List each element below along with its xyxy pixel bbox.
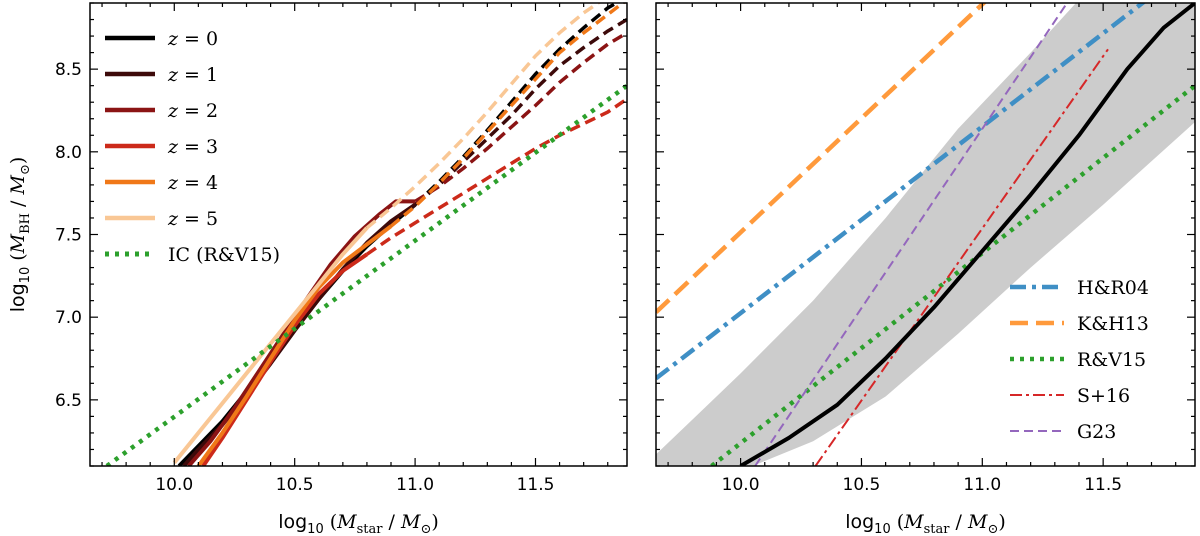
series-line-2: [187, 199, 416, 466]
x-tick-label: 11.0: [396, 475, 434, 495]
legend-label: R&V15: [1077, 349, 1146, 371]
series-line-4-dashed: [389, 3, 626, 228]
panel-right: 10.0 10.5 11.0 11.5 log10 (Mstar / M⊙) H&R04 K…: [655, 2, 1196, 536]
plot-area: [105, 3, 627, 466]
series-line-0: [656, 3, 1147, 381]
legend-label: z = 4: [167, 172, 218, 194]
y-tick-label: 8.0: [55, 143, 82, 163]
legend-label: z = 5: [167, 208, 218, 230]
x-tick-label: 10.0: [155, 475, 193, 495]
x-axis-label: log10 (Mstar / M⊙): [845, 511, 1006, 536]
x-tick-label: 11.5: [1084, 475, 1122, 495]
series-line-1-dashed: [413, 18, 627, 207]
plot-area: [656, 3, 1195, 466]
legend-label: z = 0: [167, 28, 218, 50]
series-line-5: [172, 226, 369, 464]
x-tick-label: 10.0: [722, 475, 760, 495]
legend-label: IC (R&V15): [168, 244, 280, 266]
x-tick-label: 11.5: [517, 475, 555, 495]
series-line-4: [196, 224, 393, 466]
x-axis-label: log10 (Mstar / M⊙): [278, 511, 439, 536]
series-line-2-dashed: [414, 31, 627, 203]
series-line-3-dashed: [365, 97, 627, 256]
legend-label: S+16: [1077, 385, 1130, 407]
series-line-5: [739, 3, 1195, 466]
series-line-3: [814, 48, 1109, 466]
legend-label: H&R04: [1077, 277, 1149, 299]
y-tick-label: 6.5: [55, 391, 82, 411]
panel-left: 10.0 10.5 11.0 11.5 6.5 7.0 7.5 8.0 8.5 log10 (Ms…: [7, 2, 628, 536]
y-axis-label: log10 (MBH / M⊙): [7, 157, 33, 313]
legend-label: K&H13: [1077, 313, 1149, 335]
series-line-2: [710, 83, 1195, 466]
series-line-3: [201, 252, 369, 466]
y-tick-label: 7.5: [55, 226, 82, 246]
x-tick-label: 11.0: [963, 475, 1001, 495]
x-tick-label: 10.5: [843, 475, 881, 495]
series-line-5-dashed: [365, 3, 602, 230]
legend: H&R04 K&H13 R&V15 S+16 G23: [1010, 277, 1149, 443]
x-tick-label: 10.5: [276, 475, 314, 495]
legend-label: G23: [1077, 421, 1116, 443]
y-tick-label: 7.0: [55, 308, 82, 328]
series-line-4: [754, 3, 1069, 466]
y-tick-label: 8.5: [55, 60, 82, 80]
legend-label: z = 3: [167, 136, 218, 158]
legend: z = 0 z = 1 z = 2 z = 3 z = 4 z = 5 IC (R&V15): [105, 28, 280, 266]
legend-label: z = 1: [167, 64, 218, 86]
series-line-6: [105, 83, 627, 466]
legend-label: z = 2: [167, 100, 218, 122]
series-line-0-dashed: [413, 3, 620, 206]
series-line-1: [656, 3, 987, 314]
